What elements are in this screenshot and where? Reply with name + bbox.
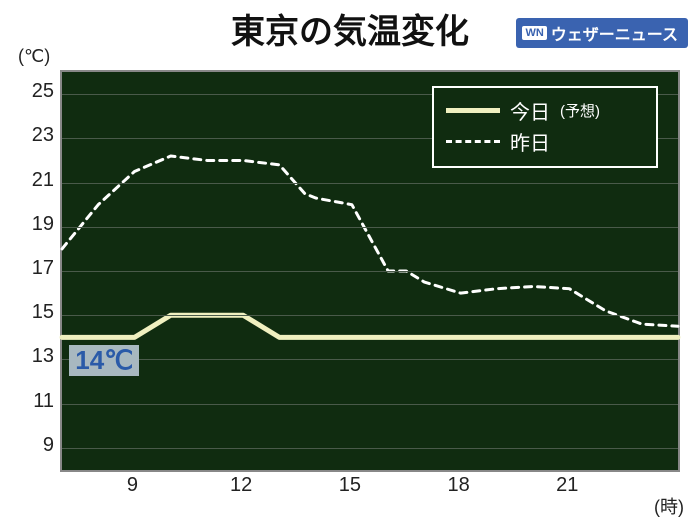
y-tick-label: 9 <box>20 434 54 457</box>
legend-label: 今日 <box>510 96 550 125</box>
gridline <box>62 271 678 272</box>
y-tick-label: 19 <box>20 213 54 236</box>
legend-row: 今日 (予想) <box>446 96 644 125</box>
brand-badge: WN ウェザーニュース <box>516 18 688 48</box>
gridline <box>62 448 678 449</box>
x-axis-unit: (時) <box>654 493 684 519</box>
brand-logo-icon: WN <box>522 26 546 40</box>
legend-swatch <box>446 140 500 143</box>
y-tick-label: 15 <box>20 301 54 324</box>
x-tick-label: 9 <box>112 474 152 497</box>
legend-label-suffix: (予想) <box>560 100 600 121</box>
brand-text: ウェザーニュース <box>551 21 678 45</box>
y-tick-label: 21 <box>20 169 54 192</box>
legend: 今日 (予想) 昨日 <box>432 86 658 168</box>
legend-row: 昨日 <box>446 127 644 156</box>
y-tick-label: 13 <box>20 345 54 368</box>
x-tick-label: 21 <box>547 474 587 497</box>
gridline <box>62 227 678 228</box>
legend-swatch <box>446 108 500 113</box>
plot-area: 14℃ 今日 (予想) 昨日 <box>60 70 680 472</box>
y-tick-label: 11 <box>20 390 54 413</box>
x-tick-label: 12 <box>221 474 261 497</box>
y-tick-label: 17 <box>20 257 54 280</box>
gridline <box>62 315 678 316</box>
gridline <box>62 183 678 184</box>
x-tick-label: 18 <box>439 474 479 497</box>
y-tick-label: 25 <box>20 80 54 103</box>
chart-container: 東京の気温変化 WN ウェザーニュース (℃) 14℃今日(予想)昨日 (時) … <box>0 0 700 525</box>
legend-label: 昨日 <box>510 127 550 156</box>
gridline <box>62 359 678 360</box>
x-tick-label: 15 <box>330 474 370 497</box>
gridline <box>62 404 678 405</box>
temperature-annotation: 14℃ <box>69 345 139 376</box>
y-axis-unit: (℃) <box>18 46 50 67</box>
y-tick-label: 23 <box>20 124 54 147</box>
